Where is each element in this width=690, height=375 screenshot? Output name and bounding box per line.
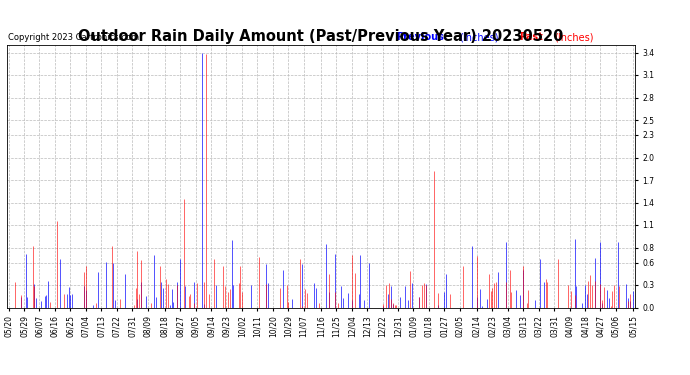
Text: Previous: Previous <box>396 32 444 42</box>
Text: (Inches): (Inches) <box>555 32 594 42</box>
Title: Outdoor Rain Daily Amount (Past/Previous Year) 20230520: Outdoor Rain Daily Amount (Past/Previous… <box>78 29 564 44</box>
Text: Copyright 2023 Cartronics.com: Copyright 2023 Cartronics.com <box>8 33 139 42</box>
Text: Past: Past <box>519 32 542 42</box>
Text: (Inches): (Inches) <box>459 32 498 42</box>
